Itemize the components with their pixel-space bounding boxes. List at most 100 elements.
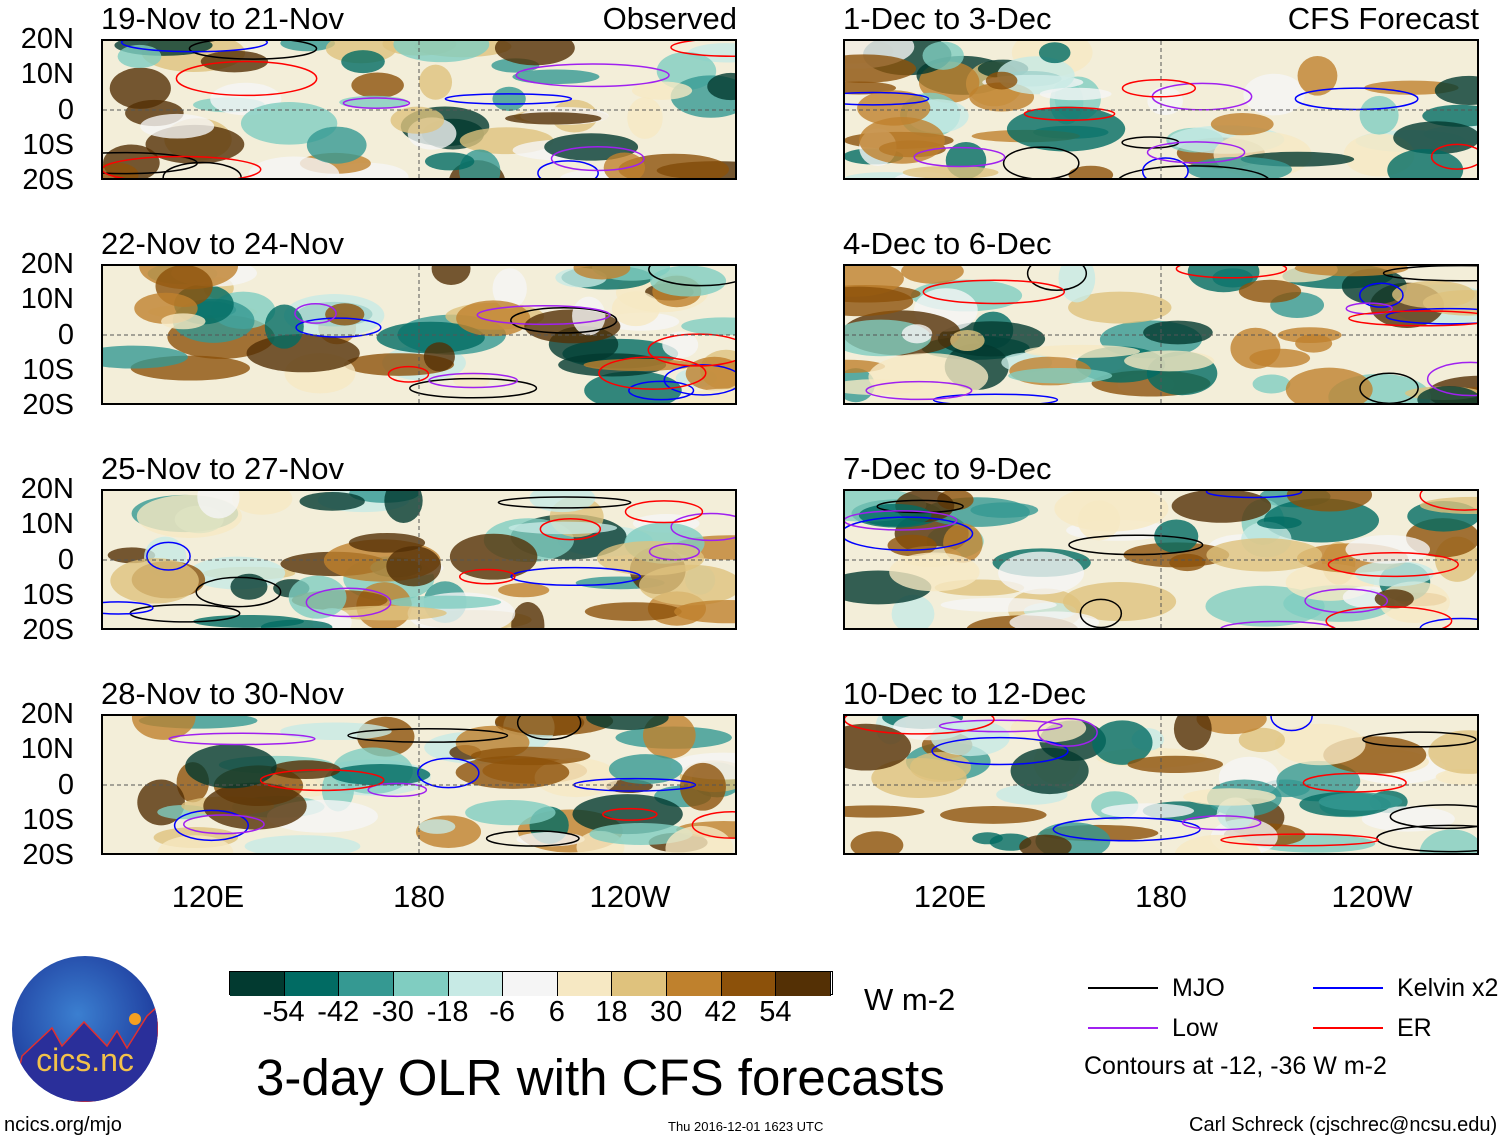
author-credit: Carl Schreck (cjschrec@ncsu.edu) [1189, 1114, 1498, 1136]
mountain-icon [12, 1004, 158, 1102]
contour-er [1023, 106, 1116, 121]
olr-anomaly-blob [109, 67, 171, 109]
contour-kelvin-x2 [932, 393, 1059, 403]
colorbar-label: -30 [371, 996, 414, 1028]
olr-anomaly-blob [389, 595, 502, 609]
lat-tick-label: 20S [22, 164, 74, 197]
olr-anomaly-blob [203, 782, 307, 830]
olr-anomaly-blob [1434, 75, 1477, 105]
contour-low [938, 719, 1063, 733]
contour-er [1302, 772, 1407, 793]
lat-tick-label: 10S [22, 128, 74, 161]
contour-low [183, 814, 265, 835]
olr-anomaly-blob [1286, 491, 1373, 512]
olr-anomaly-blob [508, 521, 618, 535]
olr-anomaly-blob [707, 72, 735, 101]
olr-anomaly-blob [1210, 113, 1274, 136]
olr-map-panel [843, 264, 1479, 405]
olr-anomaly-blob [431, 266, 471, 285]
contour-mjo [1362, 731, 1477, 748]
lon-tick-label: 180 [393, 879, 445, 914]
contour-kelvin-x2 [845, 516, 974, 551]
olr-anomaly-blob [393, 41, 490, 63]
olr-anomaly-blob [1196, 716, 1267, 735]
contour-kelvin-x2 [931, 736, 1069, 766]
olr-anomaly-blob [1359, 95, 1399, 135]
olr-anomaly-blob [1345, 534, 1431, 564]
lat-tick-label: 20N [20, 473, 74, 505]
colorbar [229, 971, 833, 996]
colorbar-label: 42 [704, 996, 737, 1028]
contour-er [458, 568, 516, 585]
olr-anomaly-blob [161, 313, 206, 330]
contour-kelvin-x2 [295, 317, 382, 338]
olr-anomaly-blob [1077, 500, 1121, 541]
contour-mjo [1068, 534, 1204, 556]
olr-anomaly-blob [1257, 516, 1302, 529]
olr-anomaly-blob [117, 44, 162, 68]
olr-anomaly-blob [1009, 611, 1100, 628]
olr-anomaly-blob [1238, 279, 1302, 303]
contour-kelvin-x2 [444, 93, 573, 105]
contour-low [845, 510, 958, 531]
olr-map-panel [101, 39, 737, 180]
olr-anomaly-blob [891, 594, 935, 628]
olr-anomaly-blob [1263, 498, 1380, 543]
olr-anomaly-blob [246, 334, 360, 373]
olr-anomaly-blob [260, 619, 333, 628]
olr-anomaly-blob [1374, 589, 1414, 609]
olr-anomaly-blob [512, 69, 600, 85]
olr-anomaly-blob [909, 751, 971, 782]
olr-anomaly-blob [901, 266, 964, 284]
colorbar-swatch [284, 972, 340, 996]
olr-anomaly-blob [516, 832, 585, 847]
olr-anomaly-blob [325, 303, 365, 326]
olr-anomaly-blob [858, 503, 932, 527]
colorbar-units: W m-2 [864, 982, 956, 1017]
contour-mjo [1079, 598, 1123, 628]
lat-tick-label: 20S [22, 614, 74, 647]
contour-er [175, 60, 318, 97]
panel-title: 19-Nov to 21-Nov [101, 1, 344, 36]
olr-anomaly-blob [456, 300, 531, 337]
olr-anomaly-blob [1419, 829, 1477, 853]
contour-er [259, 769, 385, 792]
panel-label: CFS Forecast [1287, 1, 1479, 36]
olr-anomaly-blob [1147, 86, 1183, 116]
olr-anomaly-blob [492, 268, 527, 310]
colorbar-label: 54 [759, 996, 792, 1028]
olr-anomaly-blob [1392, 280, 1475, 309]
contour-low [168, 732, 316, 746]
legend-line-mjo [1088, 987, 1158, 989]
colorbar-label: 30 [649, 996, 683, 1028]
olr-anomaly-blob [642, 716, 696, 759]
lon-tick-label: 120E [913, 879, 987, 914]
olr-anomaly-blob [681, 317, 735, 336]
olr-anomaly-blob [140, 113, 215, 139]
olr-anomaly-blob [1354, 560, 1434, 587]
lat-tick-label: 10N [20, 733, 74, 766]
olr-anomaly-blob [1318, 792, 1403, 811]
colorbar-swatch [230, 972, 285, 996]
olr-anomaly-blob [330, 764, 431, 786]
olr-anomaly-blob [850, 831, 904, 853]
olr-anomaly-blob [1024, 344, 1141, 358]
lat-tick-label: 20S [22, 839, 74, 872]
olr-anomaly-blob [280, 722, 392, 741]
contour-low [648, 542, 700, 561]
olr-anomaly-blob [248, 156, 340, 178]
lat-tick-label: 10N [20, 283, 74, 316]
olr-anomaly-blob [299, 491, 365, 511]
website-link[interactable]: ncics.org/mjo [4, 1114, 122, 1136]
contour-kelvin-x2 [1294, 87, 1419, 111]
contour-low [476, 305, 611, 326]
olr-anomaly-blob [418, 819, 456, 834]
contour-er [624, 500, 704, 524]
olr-anomaly-blob [845, 286, 914, 317]
olr-anomaly-blob [1428, 730, 1477, 774]
olr-anomaly-blob [1341, 268, 1407, 305]
contour-kelvin-x2 [103, 601, 154, 615]
olr-anomaly-blob [597, 541, 705, 576]
contour-mjo [497, 496, 632, 509]
lat-tick-label: 10S [22, 353, 74, 386]
